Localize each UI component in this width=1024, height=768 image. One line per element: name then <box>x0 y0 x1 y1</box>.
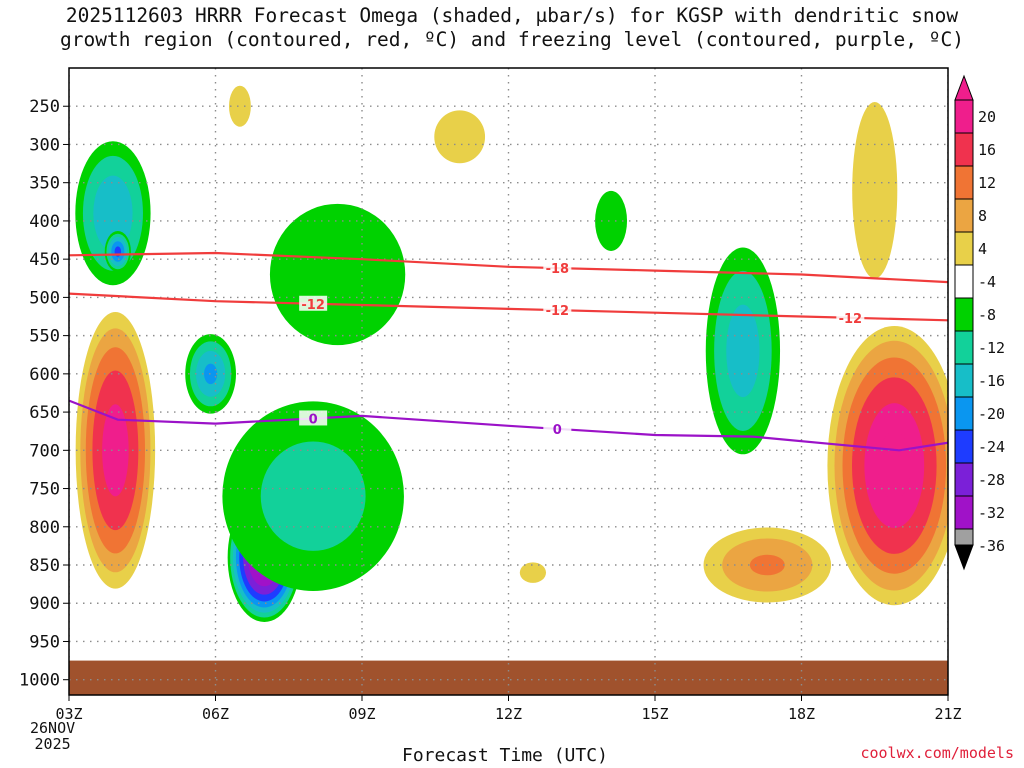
y-tick-label: 950 <box>29 632 60 652</box>
colorbar-bin <box>954 264 974 299</box>
contour-label-bg <box>543 302 572 318</box>
contour-label: -12 <box>546 304 570 319</box>
colorbar-bin <box>954 363 974 398</box>
date-label-year: 2025 <box>34 735 71 753</box>
colorbar-bin <box>954 528 974 546</box>
contour-label: 0 <box>553 423 562 438</box>
contour-line-freezing <box>69 399 948 452</box>
date-label: 26NOV 2025 <box>30 720 75 752</box>
colorbar-bottom-arrow <box>954 544 974 571</box>
colorbar-level-label: -4 <box>978 273 996 291</box>
omega-blob-11-level <box>852 102 898 279</box>
omega-blob-10-level <box>877 431 911 500</box>
omega-blob-12-level <box>749 554 785 576</box>
y-tick-label: 400 <box>29 212 60 232</box>
y-tick-label: 750 <box>29 480 60 500</box>
colorbar-bin <box>954 462 974 497</box>
omega-blob-8-level <box>595 190 628 251</box>
colorbar-bin <box>954 297 974 332</box>
date-label-day: 26NOV <box>30 719 76 737</box>
contour-label: -12 <box>839 312 863 327</box>
contour-label: -18 <box>546 262 570 277</box>
x-tick-label: 06Z <box>202 705 229 723</box>
colorbar-level-label: -12 <box>978 339 1005 357</box>
title-line-2: growth region (contoured, red, ºC) and f… <box>60 28 964 51</box>
colorbar-bin <box>954 396 974 431</box>
colorbar-level-label: 20 <box>978 108 996 126</box>
y-tick-label: 650 <box>29 403 60 423</box>
x-axis: 03Z 06Z 09Z 12Z 15Z 18Z 21Z <box>55 695 962 723</box>
y-tick-label: 350 <box>29 174 60 194</box>
omega-shading <box>75 85 948 623</box>
contour-label: 0 <box>309 412 318 427</box>
contour-label: -12 <box>301 298 325 313</box>
colorbar-bin <box>954 99 974 134</box>
colorbar-bin <box>954 495 974 530</box>
y-tick-label: 900 <box>29 594 60 614</box>
x-tick-label: 18Z <box>788 705 815 723</box>
contour-label-bg <box>299 295 328 311</box>
colorbar-bin <box>954 198 974 233</box>
x-tick-label: 21Z <box>934 705 961 723</box>
colorbar-level-label: 4 <box>978 240 987 258</box>
x-tick-label: 09Z <box>348 705 375 723</box>
colorbar-level-label: -24 <box>978 438 1005 456</box>
contour-line-temperature <box>69 251 948 284</box>
omega-blob-14-level <box>519 562 547 583</box>
y-tick-label: 500 <box>29 288 60 308</box>
x-tick-label: 12Z <box>495 705 522 723</box>
y-tick-label: 800 <box>29 518 60 538</box>
omega-blob-3-level <box>204 363 218 385</box>
colorbar-bin <box>954 132 974 167</box>
colorbar-level-label: -16 <box>978 372 1005 390</box>
x-tick-label: 03Z <box>55 705 82 723</box>
colorbar-top-arrow <box>954 74 974 101</box>
y-tick-label: 250 <box>29 97 60 117</box>
colorbar-level-label: 16 <box>978 141 996 159</box>
chart-title: 2025112603 HRRR Forecast Omega (shaded, … <box>0 4 1024 52</box>
x-axis-label: Forecast Time (UTC) <box>402 745 608 766</box>
omega-blob-0-level <box>93 175 133 251</box>
colorbar-bin <box>954 429 974 464</box>
credit-link[interactable]: coolwx.com/models <box>860 744 1014 762</box>
contour-label-bg <box>299 410 328 426</box>
y-axis: 250 300 350 400 450 500 550 600 650 700 750 800 850 9… <box>19 97 69 691</box>
colorbar-bin <box>954 231 974 266</box>
y-tick-label: 300 <box>29 135 60 155</box>
y-tick-label: 850 <box>29 556 60 576</box>
colorbar-bin <box>954 330 974 365</box>
omega-blob-7-level <box>434 110 486 164</box>
y-tick-label: 550 <box>29 327 60 347</box>
contour-line-temperature <box>69 292 948 322</box>
contour-layer: -18 -12 -12 -12 0 0 <box>69 251 948 452</box>
omega-blob-2-level <box>102 404 129 497</box>
colorbar-level-label: 12 <box>978 174 996 192</box>
colorbar-level-label: -8 <box>978 306 996 324</box>
colorbar-level-label: 8 <box>978 207 987 225</box>
colorbar-level-label: -20 <box>978 405 1005 423</box>
x-tick-label: 15Z <box>641 705 668 723</box>
omega-blob-9-level <box>726 304 760 398</box>
y-tick-label: 700 <box>29 441 60 461</box>
y-tick-label: 600 <box>29 365 60 385</box>
omega-blob-6-level <box>269 203 406 346</box>
omega-blob-5-level <box>260 441 366 551</box>
colorbar-level-label: -32 <box>978 504 1005 522</box>
omega-blob-13-level <box>228 85 251 127</box>
colorbar: 20 16 12 8 4 -4 -8 -12 -16 -20 -24 -28 -32 -36 <box>954 74 1005 571</box>
y-tick-label: 1000 <box>19 671 60 691</box>
contour-label-bg <box>543 420 572 436</box>
y-tick-label: 450 <box>29 250 60 270</box>
colorbar-bin <box>954 165 974 200</box>
contour-label-bg <box>836 309 865 325</box>
title-line-1: 2025112603 HRRR Forecast Omega (shaded, … <box>65 4 959 27</box>
colorbar-level-label: -28 <box>978 471 1005 489</box>
contour-label-bg <box>543 260 572 276</box>
colorbar-level-label: -36 <box>978 537 1005 555</box>
